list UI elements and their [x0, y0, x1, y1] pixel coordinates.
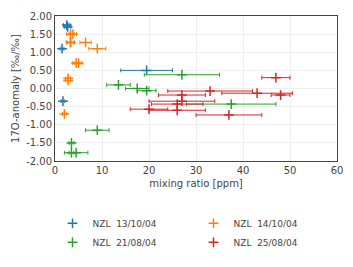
- svg-text:NZL 14/10/04: NZL 14/10/04: [234, 219, 298, 229]
- svg-text:NZL 25/08/04: NZL 25/08/04: [234, 238, 298, 248]
- svg-text:0: 0: [52, 165, 58, 176]
- svg-text:mixing ratio [ppm]: mixing ratio [ppm]: [149, 178, 243, 189]
- svg-text:0.00: 0.00: [30, 83, 52, 94]
- svg-text:-0.50: -0.50: [26, 101, 52, 112]
- svg-text:1.00: 1.00: [30, 47, 52, 58]
- svg-text:17O-anomaly [‰/‰]: 17O-anomaly [‰/‰]: [10, 34, 21, 143]
- svg-text:20: 20: [143, 165, 156, 176]
- svg-text:-2.00: -2.00: [26, 156, 52, 167]
- svg-text:2.00: 2.00: [30, 11, 52, 22]
- svg-text:1.50: 1.50: [30, 29, 52, 40]
- svg-text:NZL 21/08/04: NZL 21/08/04: [93, 238, 157, 248]
- svg-text:60: 60: [331, 165, 344, 176]
- svg-text:30: 30: [190, 165, 203, 176]
- svg-text:-1.50: -1.50: [26, 137, 52, 148]
- svg-text:0.50: 0.50: [30, 65, 52, 76]
- svg-text:-1.00: -1.00: [26, 119, 52, 130]
- svg-text:50: 50: [284, 165, 297, 176]
- svg-text:10: 10: [96, 165, 109, 176]
- svg-text:NZL 13/10/04: NZL 13/10/04: [93, 219, 157, 229]
- svg-text:40: 40: [237, 165, 250, 176]
